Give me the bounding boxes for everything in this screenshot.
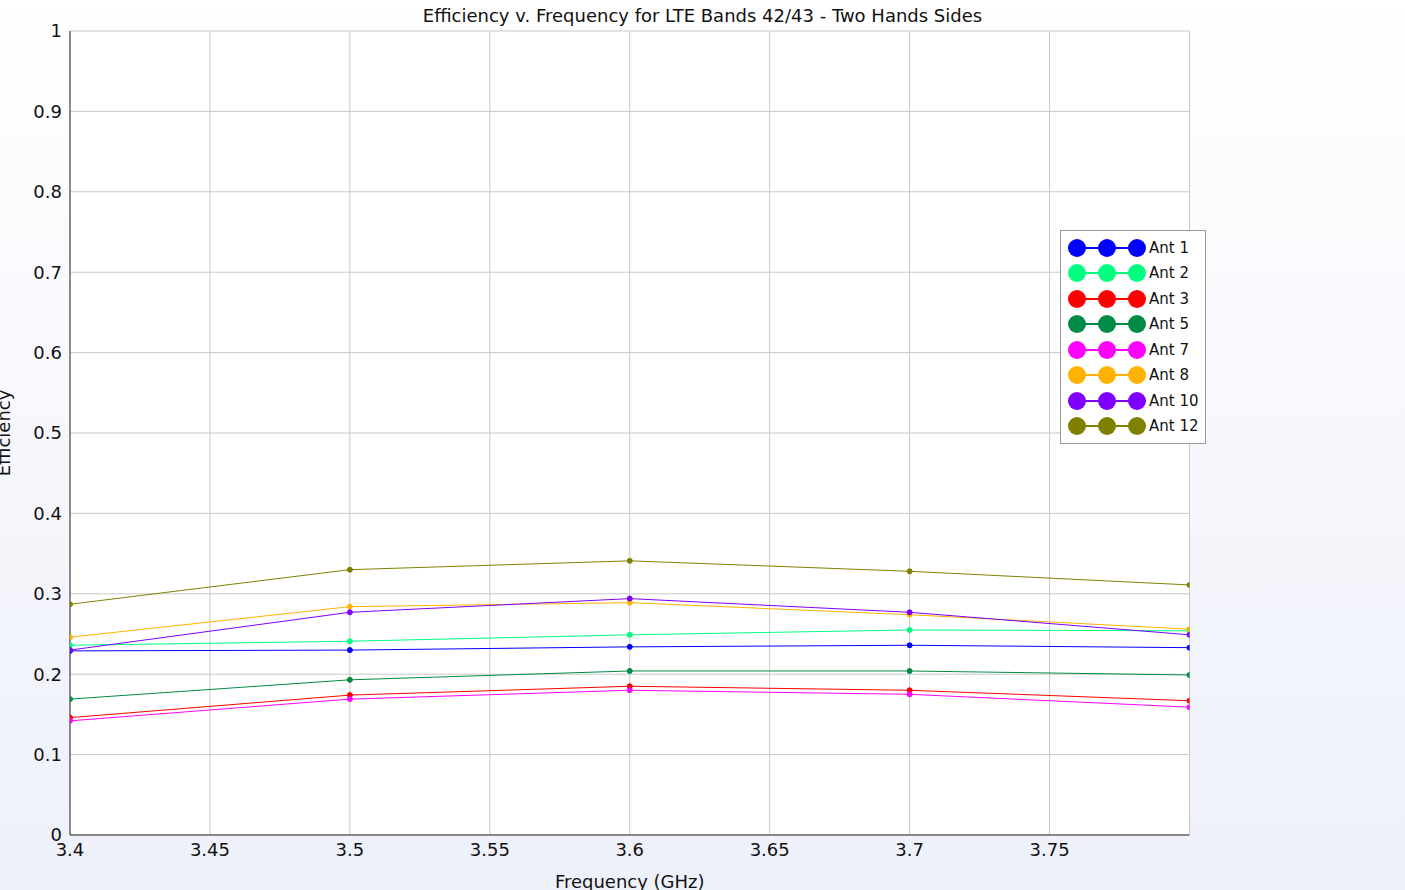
html-text:Ant 3: Ant 3 [1149,289,1189,308]
html-text:Ant 1: Ant 1 [1149,238,1189,257]
svg-text:3.7: 3.7 [895,839,924,860]
svg-text:3.6: 3.6 [615,839,644,860]
html-text:Ant 5: Ant 5 [1149,315,1189,334]
html-text:Ant 10: Ant 10 [1149,391,1199,410]
html-text:Efficiency v. Frequency for LT: Efficiency v. Frequency for LTE Bands 42… [422,5,983,26]
svg-text:0: 0 [51,824,62,845]
html-text:Ant 7: Ant 7 [1149,340,1189,359]
svg-text:0.5: 0.5 [33,422,62,443]
html-text:Ant 12: Ant 12 [1149,417,1199,436]
html-text:Ant 2: Ant 2 [1149,264,1189,283]
svg-text:3.65: 3.65 [750,839,790,860]
svg-text:0.3: 0.3 [33,583,62,604]
svg-text:0.1: 0.1 [33,744,62,765]
svg-text:3.55: 3.55 [470,839,510,860]
svg-text:0.9: 0.9 [33,101,62,122]
svg-text:3.4: 3.4 [55,838,85,860]
html-text:Ant 8: Ant 8 [1149,366,1189,385]
svg-text:1: 1 [51,20,62,41]
svg-text:Efficiency: Efficiency [8,389,14,476]
svg-text:3.45: 3.45 [190,839,230,860]
svg-text:0.4: 0.4 [33,503,62,524]
svg-text:0.6: 0.6 [33,342,62,363]
svg-text:3.5: 3.5 [336,839,365,860]
svg-text:0.7: 0.7 [33,262,62,283]
svg-text:0.8: 0.8 [33,181,62,202]
svg-text:0.2: 0.2 [33,664,62,685]
svg-text:3.75: 3.75 [1030,839,1070,860]
svg-text:Frequency (GHz): Frequency (GHz) [555,871,705,890]
